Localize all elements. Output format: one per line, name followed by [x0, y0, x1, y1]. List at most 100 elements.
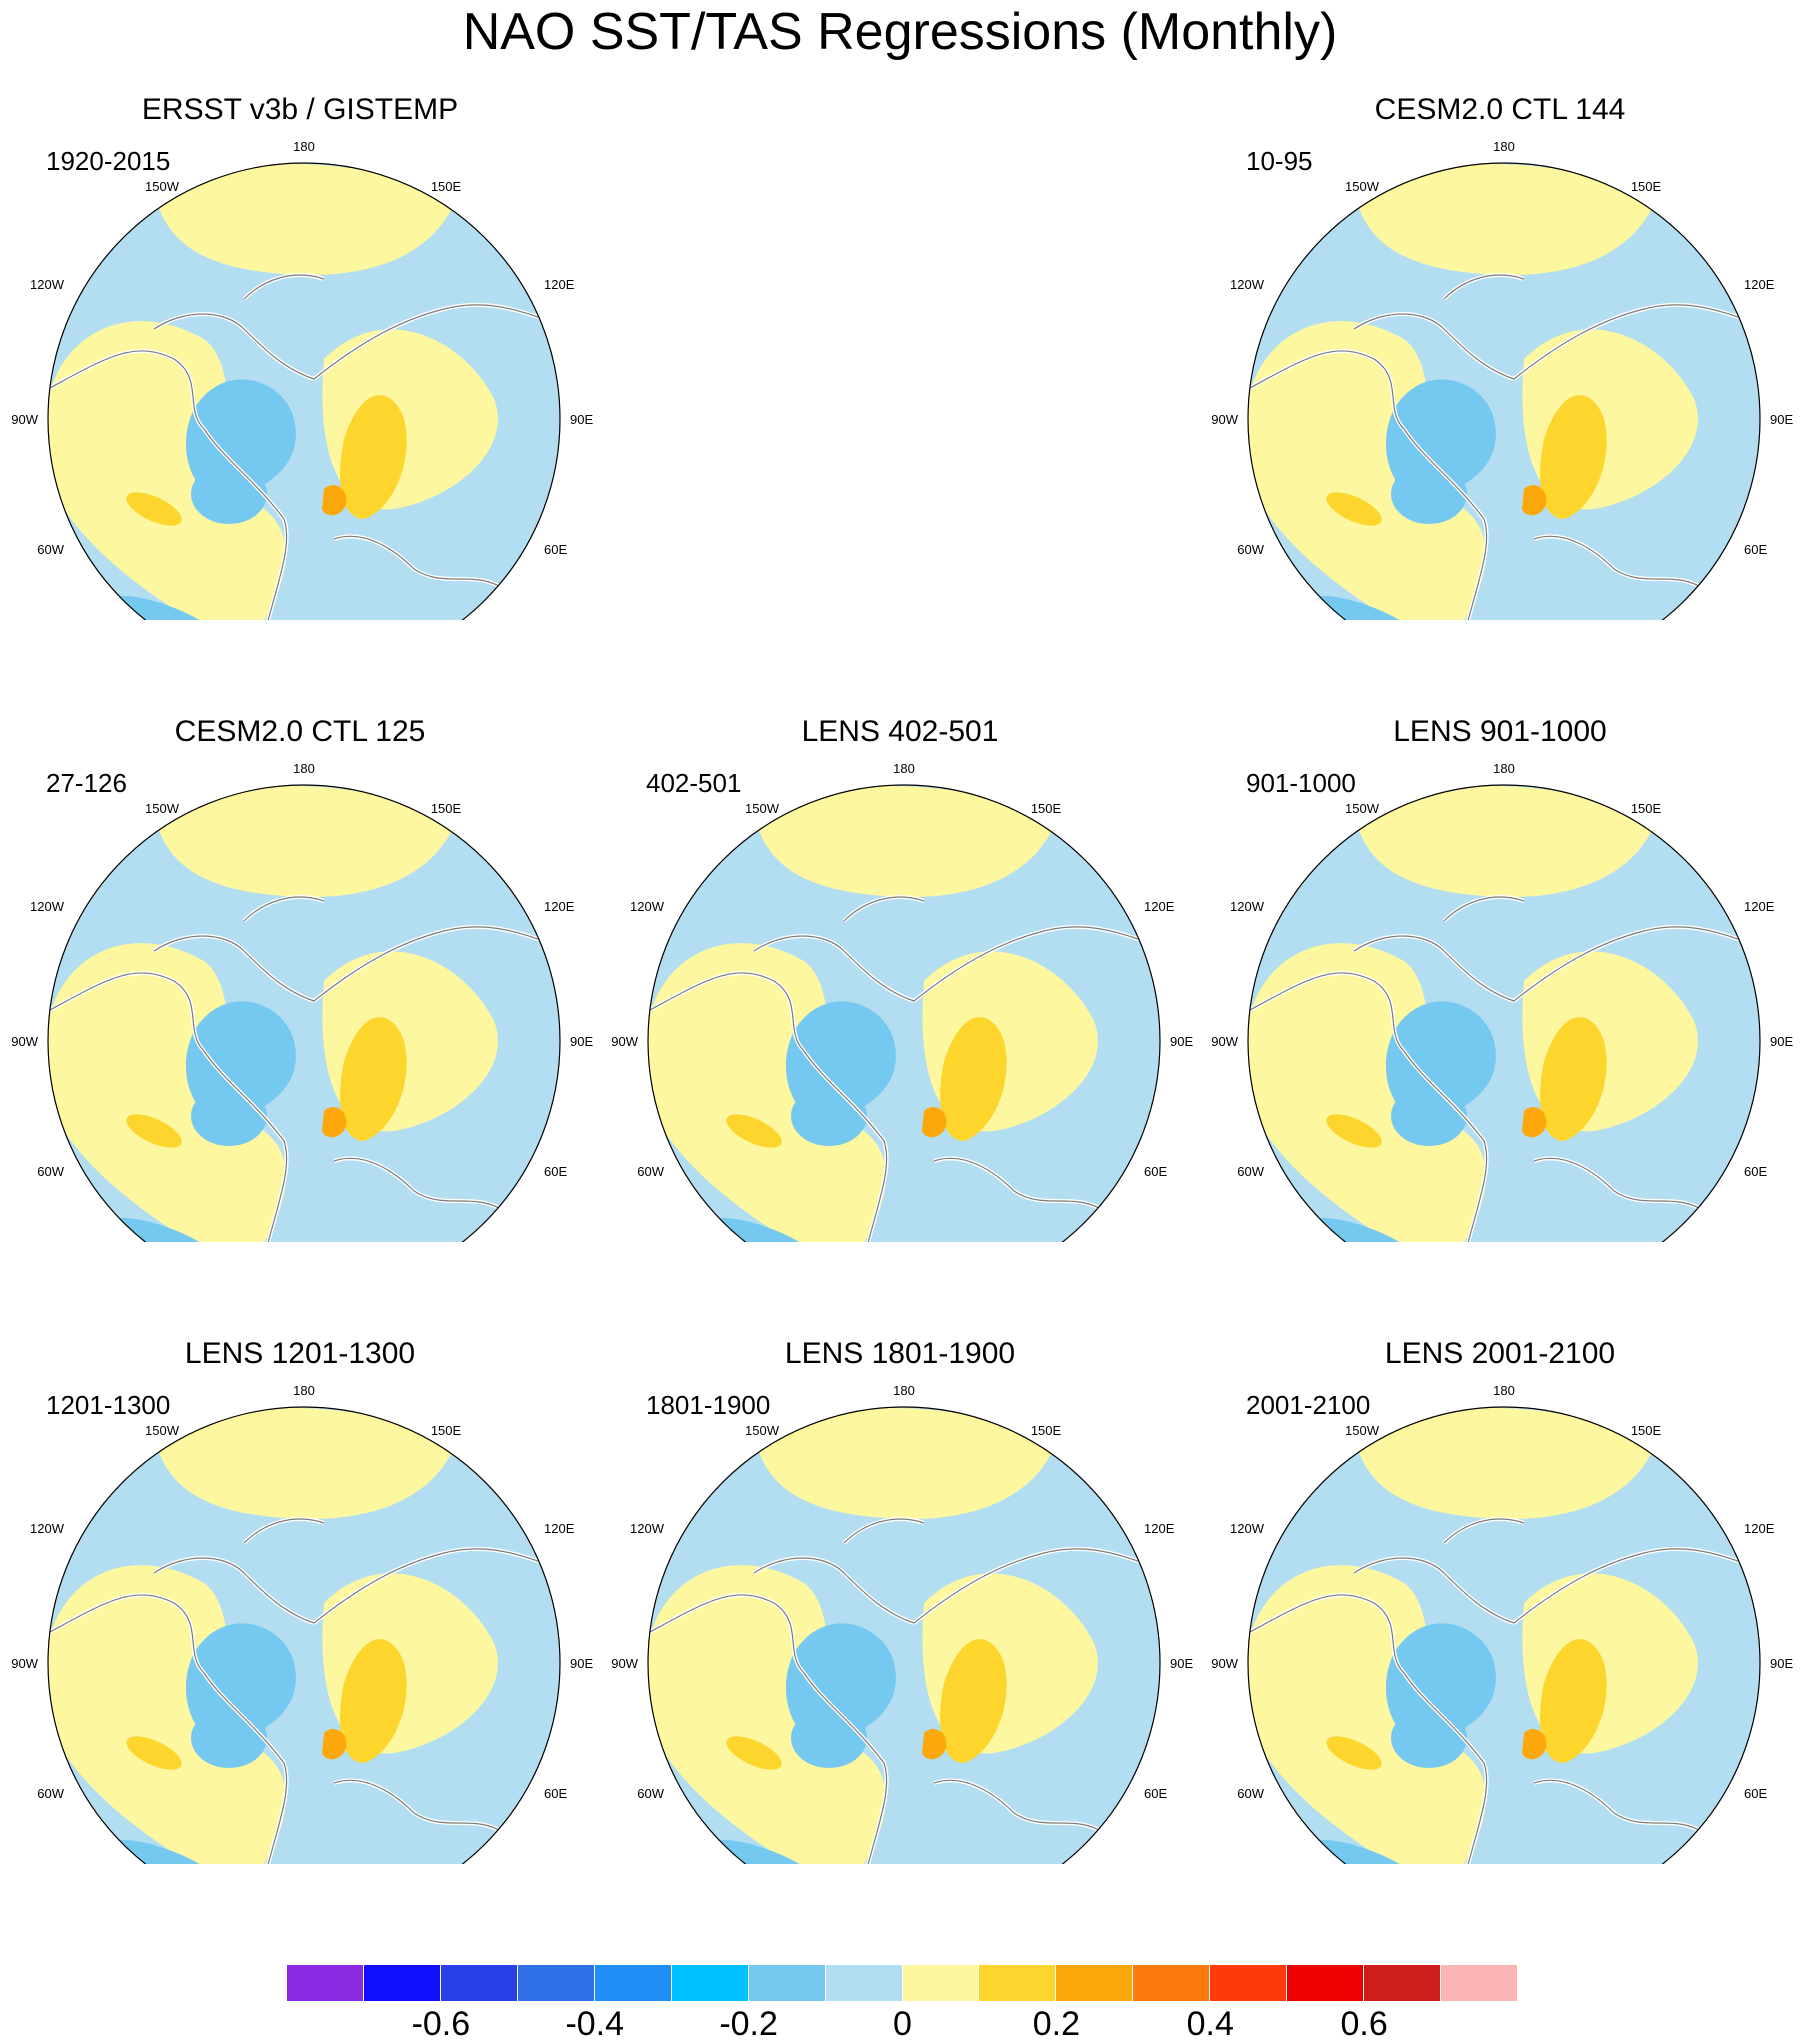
field-scandinavia-max — [1522, 1728, 1547, 1760]
field-gulfstream-positive — [1326, 492, 1382, 526]
field-europe-positive — [1540, 1017, 1607, 1141]
field-subtropical-negative — [112, 1840, 216, 1864]
colorbar-swatch — [594, 1965, 672, 2001]
longitude-label-w120: 120W — [1230, 1521, 1265, 1536]
longitude-label-w120: 120W — [630, 1521, 665, 1536]
field-europe-positive — [340, 1017, 407, 1141]
colorbar-swatch — [1133, 1965, 1211, 2001]
longitude-label-w150: 150W — [145, 801, 180, 816]
longitude-label-w150: 150W — [1345, 179, 1380, 194]
field-scandinavia-max — [922, 1106, 947, 1138]
coastline-edge — [913, 1548, 1145, 1624]
colorbar-swatch — [363, 1965, 441, 2001]
coastline-edge — [648, 1594, 805, 1674]
colorbar-swatch — [1364, 1965, 1442, 2001]
longitude-label-e120: 120E — [1144, 1521, 1175, 1536]
longitude-label-e120: 120E — [544, 277, 575, 292]
field-scandinavia-max — [922, 1728, 947, 1760]
coastline-edge — [1513, 1548, 1745, 1624]
field-subtropical-negative — [712, 1218, 816, 1242]
colorbar-swatch — [287, 1965, 364, 2001]
polar-map: 180090W90E150W150E120W120E60W60E30W30E — [11, 139, 593, 620]
field-subpolar-negative — [191, 1086, 267, 1146]
field-europe-positive — [940, 1639, 1007, 1763]
panel-period: 901-1000 — [1246, 768, 1356, 798]
field-subtropical-negative — [112, 1218, 216, 1242]
map-panel: 180090W90E150W150E120W120E60W60E30W30EER… — [0, 0, 600, 620]
coastline-edge — [313, 1548, 545, 1624]
field-pacific-positive — [154, 785, 454, 898]
longitude-label-w60: 60W — [1237, 1786, 1264, 1801]
field-pacific-positive — [154, 1407, 454, 1520]
longitude-label-w150: 150W — [745, 801, 780, 816]
field-scandinavia-max — [1522, 1106, 1547, 1138]
map-boundary — [47, 162, 561, 620]
longitude-label-e120: 120E — [1744, 277, 1775, 292]
coastline-edge — [153, 313, 315, 380]
panel-title: ERSST v3b / GISTEMP — [141, 93, 459, 126]
field-europe-positive — [340, 1639, 407, 1763]
coastline-edge — [243, 896, 325, 922]
longitude-label-w150: 150W — [1345, 801, 1380, 816]
field-subpolar-negative — [1391, 1086, 1467, 1146]
panel-period: 1920-2015 — [46, 146, 171, 176]
longitude-label-e60: 60E — [1144, 1164, 1167, 1179]
longitude-label-w120: 120W — [30, 899, 65, 914]
colorbar-swatch — [825, 1965, 903, 2001]
colorbar-swatch — [902, 1965, 980, 2001]
colorbar-label: 0.6 — [1340, 2005, 1388, 2043]
longitude-label-left: 90W — [611, 1034, 638, 1049]
longitude-label-right: 90E — [1770, 412, 1793, 427]
field-subtropical-negative — [1312, 1840, 1416, 1864]
map-boundary — [1247, 162, 1761, 620]
field-gulfstream-positive — [1326, 1736, 1382, 1770]
field-subtropical-negative — [1312, 1218, 1416, 1242]
map-boundary — [1247, 1406, 1761, 1864]
polar-map: 180090W90E150W150E120W120E60W60E30W30E — [1211, 1383, 1793, 1864]
field-europe-positive — [940, 1017, 1007, 1141]
colorbar-label: -0.2 — [719, 2005, 778, 2043]
field-gulfstream-positive — [726, 1114, 782, 1148]
longitude-label-w150: 150W — [745, 1423, 780, 1438]
panel-period: 402-501 — [646, 768, 742, 798]
coastline-edge — [803, 1672, 888, 1864]
map-boundary — [47, 784, 561, 1242]
colorbar-swatch — [1056, 1965, 1134, 2001]
panel-period: 10-95 — [1246, 146, 1313, 176]
longitude-label-top: 180 — [1493, 761, 1515, 776]
longitude-label-e60: 60E — [1744, 542, 1767, 557]
field-gulfstream-positive — [126, 492, 182, 526]
coastline-edge — [153, 1557, 315, 1624]
coastline-edge — [333, 535, 505, 590]
field-pacific-positive — [1354, 785, 1654, 898]
map-panel: 180090W90E150W150E120W120E60W60E30W30ECE… — [0, 622, 600, 1242]
longitude-label-top: 180 — [893, 761, 915, 776]
coastline-edge — [1248, 972, 1405, 1052]
coastline-edge — [933, 1157, 1105, 1212]
colorbar-swatch — [671, 1965, 749, 2001]
longitude-label-w120: 120W — [30, 1521, 65, 1536]
coastline-edge — [48, 1594, 205, 1674]
field-pacific-positive — [1354, 163, 1654, 276]
coastline-edge — [1353, 313, 1515, 380]
coastline-edge — [203, 1050, 288, 1242]
field-scandinavia-max — [322, 484, 347, 516]
map-panel: 180090W90E150W150E120W120E60W60E30W30ECE… — [1200, 0, 1800, 620]
longitude-label-e120: 120E — [544, 899, 575, 914]
map-boundary — [647, 784, 1161, 1242]
coastline-edge — [48, 350, 205, 430]
panel-period: 1801-1900 — [646, 1390, 771, 1420]
coastline-edge — [203, 428, 288, 620]
longitude-label-e60: 60E — [1744, 1164, 1767, 1179]
coastline-edge — [913, 926, 1145, 1002]
coastline-edge — [843, 1518, 925, 1544]
longitude-label-top: 180 — [293, 1383, 315, 1398]
coastline-edge — [203, 1672, 288, 1864]
longitude-label-w60: 60W — [37, 542, 64, 557]
longitude-label-e60: 60E — [1744, 1786, 1767, 1801]
colorbar-swatch — [1210, 1965, 1288, 2001]
longitude-label-e150: 150E — [1631, 1423, 1662, 1438]
colorbar-swatch — [1441, 1965, 1518, 2001]
panel-title: CESM2.0 CTL 144 — [1374, 93, 1626, 126]
field-gulfstream-positive — [126, 1114, 182, 1148]
